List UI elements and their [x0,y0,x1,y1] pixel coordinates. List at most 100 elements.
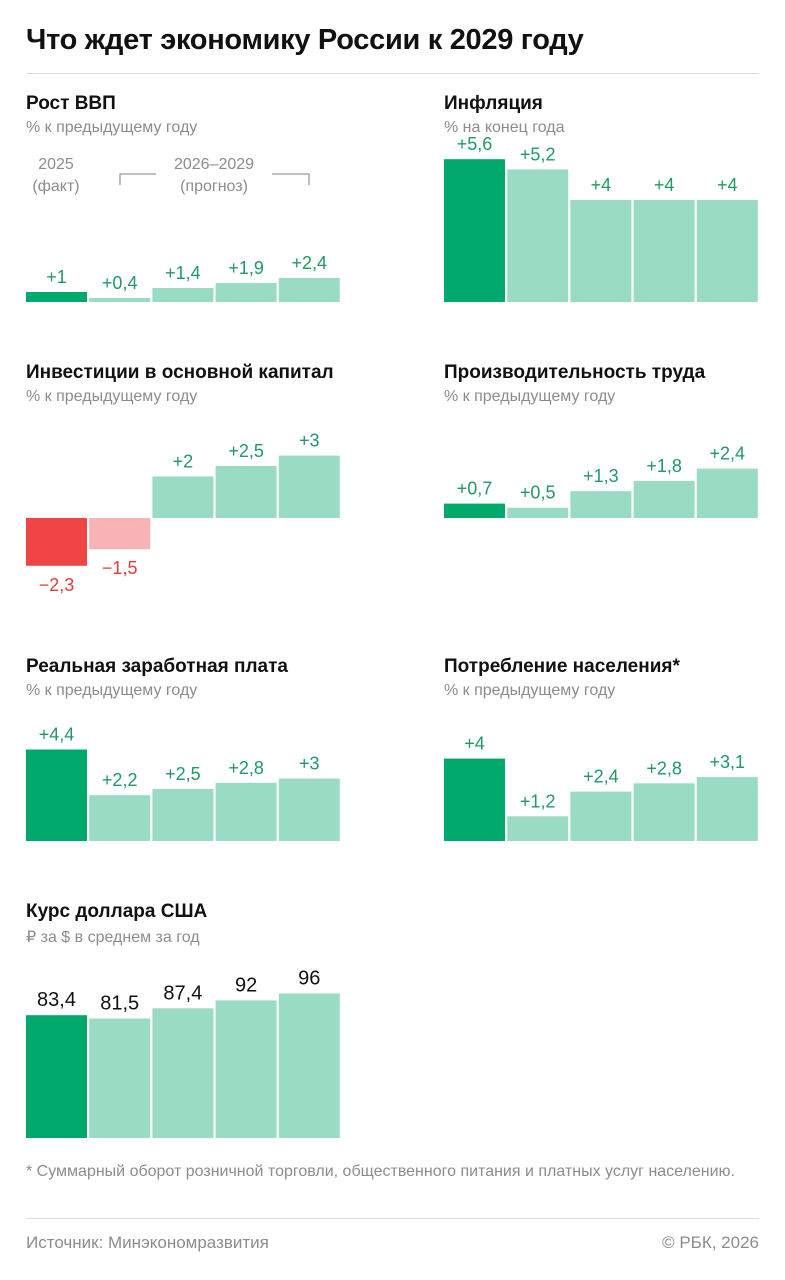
inflation-chart: +5,6 +5,2 +4 +4 +4 [444,134,758,302]
inflation-subtitle: % на конец года [444,119,565,136]
productivity-chart: +0,7 +0,5 +1,3 +1,8 +2,4 [444,444,758,518]
investment-bar-2028 [215,466,277,518]
consumption-bar-2029 [696,777,758,841]
real-wages-label-2027: +2,5 [165,764,201,784]
legend-forecast-years: 2026–2029 [174,156,254,173]
consumption-bar-2027 [570,791,632,841]
productivity-subtitle: % к предыдущему году [444,388,616,405]
real-wages-bar-2025 [26,749,87,841]
inflation-label-2025: +5,6 [457,134,493,154]
legend-fact-year: 2025 [38,156,74,173]
inflation-label-2028: +4 [654,175,675,195]
productivity-label-2027: +1,3 [583,466,619,486]
usd-bar-2026 [89,1018,151,1138]
productivity-title: Производительность труда [444,362,706,383]
source-text: Источник: Минэкономразвития [26,1233,269,1252]
productivity-label-2028: +1,8 [646,456,682,476]
gdp-growth-panel: Рост ВВП % к предыдущему году 2025 (факт… [26,93,341,313]
consumption-panel: Потребление населения* % к предыдущему г… [444,656,759,846]
investment-label-2025: −2,3 [39,575,75,595]
gdp-bar-2026 [89,298,151,302]
inflation-bar-2027 [570,200,632,302]
investment-label-2026: −1,5 [102,558,138,578]
gdp-label-2027: +1,4 [165,263,201,283]
productivity-bar-2028 [633,480,695,518]
productivity-bar-2027 [570,491,632,518]
investment-chart: −2,3 −1,5 +2 +2,5 +3 [26,431,340,595]
inflation-bar-2029 [696,200,758,302]
usd-label-2027: 87,4 [163,982,202,1004]
consumption-chart: +4 +1,2 +2,4 +2,8 +3,1 [444,734,758,841]
inflation-bar-2026 [507,169,569,302]
consumption-bar-2028 [633,783,695,841]
productivity-label-2026: +0,5 [520,483,556,503]
usd-rate-title: Курс доллара США [26,901,208,922]
real-wages-label-2026: +2,2 [102,770,138,790]
real-wages-label-2025: +4,4 [39,725,75,745]
inflation-label-2027: +4 [591,175,612,195]
consumption-label-2029: +3,1 [710,752,746,772]
inflation-label-2029: +4 [717,175,738,195]
page-title: Что ждет экономику России к 2029 году [26,24,584,56]
gdp-growth-subtitle: % к предыдущему году [26,119,198,136]
gdp-bar-2028 [215,283,277,302]
gdp-label-2028: +1,9 [228,258,264,278]
gdp-legend: 2025 (факт) 2026–2029 (прогноз) [32,156,310,195]
productivity-bar-2025 [444,503,505,518]
gdp-growth-chart: 2025 (факт) 2026–2029 (прогноз) +1 +0,4 +1… [26,156,340,302]
real-wages-panel: Реальная заработная плата % к предыдущем… [26,656,341,846]
gdp-bar-2027 [152,288,214,302]
real-wages-chart: +4,4 +2,2 +2,5 +2,8 +3 [26,725,340,841]
consumption-bar-2025 [444,758,505,841]
productivity-panel: Производительность труда % к предыдущему… [444,362,759,532]
investment-subtitle: % к предыдущему году [26,388,198,405]
productivity-bar-2026 [507,507,569,518]
inflation-label-2026: +5,2 [520,144,556,164]
consumption-label-2026: +1,2 [520,791,556,811]
legend-forecast-label: (прогноз) [180,178,248,195]
usd-rate-panel: Курс доллара США ₽ за $ в среднем за год… [26,901,341,1141]
investment-title: Инвестиции в основной капитал [26,362,334,383]
inflation-title: Инфляция [444,93,543,114]
usd-label-2029: 96 [298,968,320,990]
usd-rate-subtitle: ₽ за $ в среднем за год [26,929,200,946]
investment-bar-2026 [89,518,151,550]
usd-label-2028: 92 [235,974,257,996]
consumption-title: Потребление населения* [444,656,680,677]
consumption-bar-2026 [507,816,569,841]
legend-bracket-left [119,173,156,185]
real-wages-bar-2027 [152,789,214,841]
gdp-bar-2029 [278,278,340,302]
inflation-panel: Инфляция % на конец года +5,6 +5,2 +4 +4 +4 [444,93,759,313]
investment-label-2028: +2,5 [228,441,264,461]
real-wages-bar-2028 [215,782,277,841]
gdp-bar-2025 [26,292,87,302]
gdp-label-2029: +2,4 [292,253,328,273]
consumption-label-2028: +2,8 [646,758,682,778]
productivity-label-2029: +2,4 [710,444,746,464]
real-wages-label-2028: +2,8 [228,758,264,778]
real-wages-subtitle: % к предыдущему году [26,682,198,699]
investment-bar-2029 [278,455,340,518]
usd-label-2025: 83,4 [37,989,76,1011]
productivity-label-2025: +0,7 [457,479,493,499]
gdp-growth-title: Рост ВВП [26,93,116,114]
legend-fact-label: (факт) [32,178,79,195]
investment-bar-2027 [152,476,214,518]
usd-bar-2025 [26,1015,87,1138]
copyright-text: © РБК, 2026 [662,1233,759,1252]
consumption-label-2025: +4 [464,734,485,754]
footer-divider [26,1218,759,1219]
real-wages-title: Реальная заработная плата [26,656,288,677]
legend-bracket-right [272,173,310,185]
real-wages-bar-2029 [278,778,340,841]
usd-rate-chart: 83,4 81,5 87,4 92 96 [26,968,340,1138]
footnote: * Суммарный оборот розничной торговли, о… [26,1163,735,1180]
inflation-bar-2028 [633,200,695,302]
usd-bar-2028 [215,1000,277,1138]
title-divider [26,73,759,74]
usd-bar-2027 [152,1008,214,1138]
investment-panel: Инвестиции в основной капитал % к предыд… [26,362,341,602]
usd-bar-2029 [278,993,340,1138]
investment-bar-2025 [26,518,87,566]
